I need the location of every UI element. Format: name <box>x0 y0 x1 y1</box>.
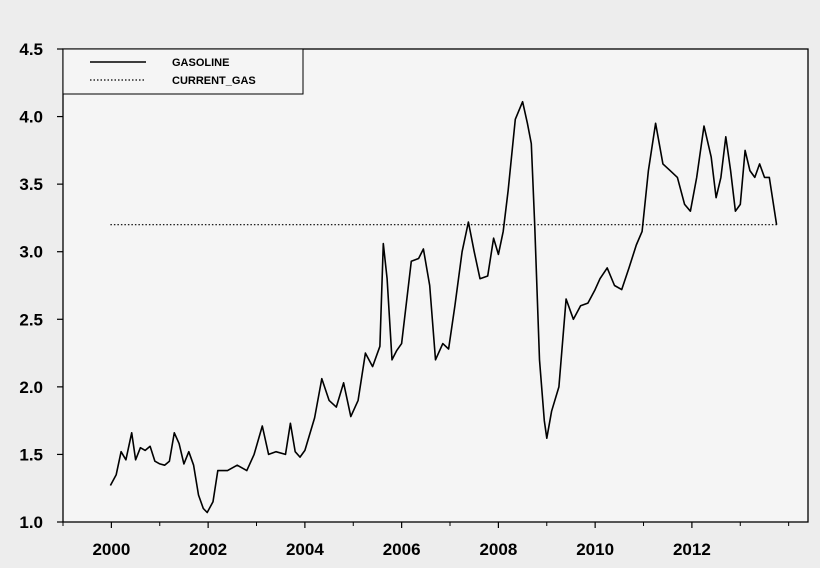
y-tick-label-1.0: 1.0 <box>19 513 43 532</box>
y-tick-label-2.0: 2.0 <box>19 378 43 397</box>
y-tick-label-3.5: 3.5 <box>19 175 43 194</box>
plot-area <box>62 48 809 523</box>
y-tick-label-4.5: 4.5 <box>19 40 43 59</box>
legend: GASOLINE CURRENT_GAS <box>62 48 304 95</box>
x-tick-label-2004: 2004 <box>286 540 324 559</box>
x-tick-label-2002: 2002 <box>189 540 227 559</box>
series-line-gasoline <box>109 100 778 514</box>
y-tick-label-2.5: 2.5 <box>19 310 43 329</box>
x-tick-label-2012: 2012 <box>673 540 711 559</box>
y-axis: 1.0 1.5 2.0 2.5 3.0 3.5 4.0 4.5 <box>19 40 63 532</box>
y-tick-label-4.0: 4.0 <box>19 108 43 127</box>
x-tick-label-2010: 2010 <box>576 540 614 559</box>
x-tick-label-2006: 2006 <box>383 540 421 559</box>
series-layer <box>109 100 778 514</box>
legend-box <box>62 48 304 95</box>
x-tick-label-2008: 2008 <box>479 540 517 559</box>
x-axis: 2000 2002 2004 2006 2008 2010 2012 <box>62 522 790 559</box>
legend-label-gasoline: GASOLINE <box>172 57 229 69</box>
y-tick-label-3.0: 3.0 <box>19 243 43 262</box>
y-tick-label-1.5: 1.5 <box>19 445 43 464</box>
legend-label-current-gas: CURRENT_GAS <box>172 75 256 87</box>
x-tick-label-2000: 2000 <box>92 540 130 559</box>
